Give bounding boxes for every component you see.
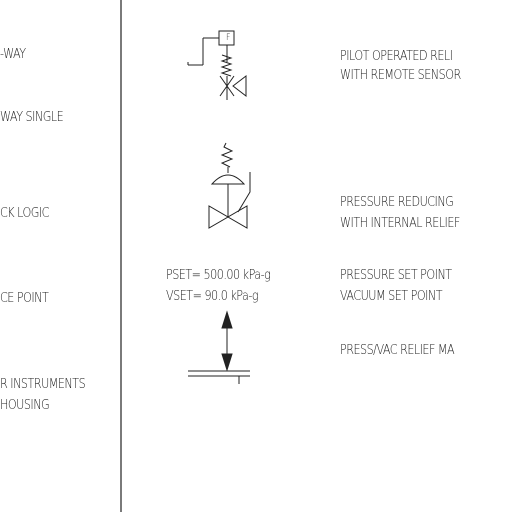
left-label-1: -WAY [0, 47, 26, 62]
left-label-5b: HOUSING [0, 398, 50, 413]
pressure-reducing-label-2: WITH INTERNAL RELIEF [340, 216, 460, 231]
pressure-reducing-label-1: PRESSURE REDUCING [340, 195, 454, 210]
pilot-relief-label-2: WITH REMOTE SENSOR [340, 68, 461, 83]
pressure-arrow-up [222, 312, 232, 328]
left-label-4: CE POINT [0, 291, 49, 306]
left-label-3: CK LOGIC [0, 206, 49, 221]
vset-description: VACUUM SET POINT [340, 289, 443, 304]
pset-description: PRESSURE SET POINT [340, 268, 452, 283]
pset-value: PSET= 500.00 kPa-g [166, 268, 271, 283]
vacuum-arrow-down [222, 354, 232, 370]
pilot-box-letter: F [226, 33, 230, 43]
left-label-5a: R INSTRUMENTS [0, 377, 86, 392]
press-vac-relief-label: PRESS/VAC RELIEF MA [340, 343, 455, 358]
vset-value: VSET= 90.0 kPa-g [166, 289, 259, 304]
left-label-2: WAY SINGLE [0, 110, 64, 125]
pilot-relief-label-1: PILOT OPERATED RELI [340, 49, 453, 64]
